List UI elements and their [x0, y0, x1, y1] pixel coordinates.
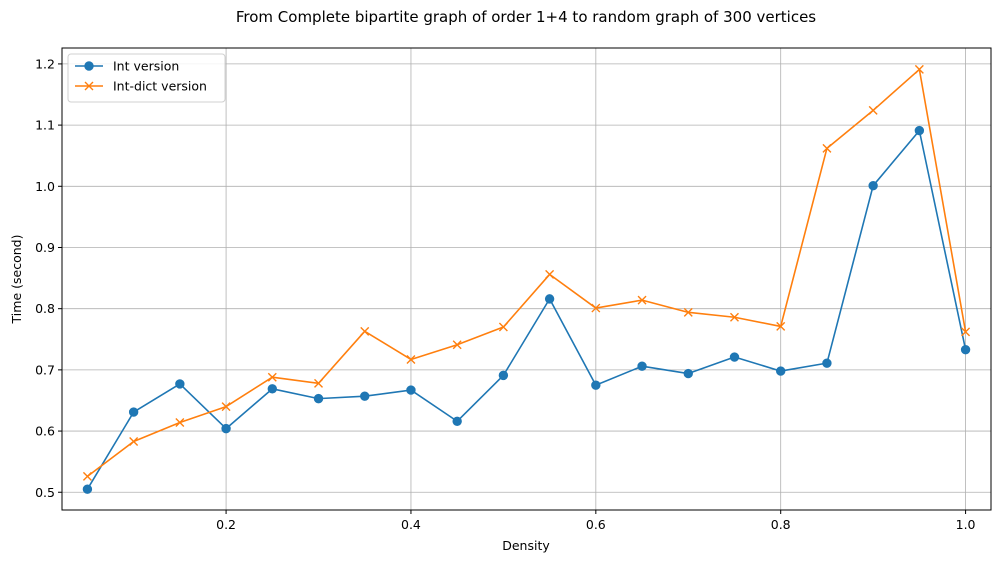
- data-point-int-dict-version: [961, 327, 971, 337]
- y-tick-label: 1.2: [35, 56, 55, 71]
- data-point-int-version: [360, 391, 370, 401]
- x-axis-label: Density: [502, 538, 550, 553]
- data-point-int-version: [822, 358, 832, 368]
- data-point-int-dict-version: [452, 340, 462, 350]
- plot-area-frame: [61, 47, 992, 511]
- data-point-int-dict-version: [314, 378, 324, 388]
- y-tick-label: 0.9: [35, 240, 55, 255]
- data-point-int-dict-version: [129, 436, 139, 446]
- x-tick-label: 0.6: [586, 517, 606, 532]
- chart-title: From Complete bipartite graph of order 1…: [236, 8, 816, 26]
- series-line-int-version: [86, 129, 967, 490]
- y-tick-label: 0.7: [35, 362, 55, 377]
- x-tick-label: 1.0: [956, 517, 976, 532]
- y-tick-label: 0.5: [35, 485, 55, 500]
- data-point-int-dict-version: [591, 303, 601, 313]
- data-point-int-version: [729, 352, 740, 362]
- data-point-int-dict-version: [776, 321, 786, 331]
- x-tick-label: 0.2: [216, 517, 236, 532]
- data-point-int-dict-version: [406, 354, 416, 364]
- y-tick-label: 1.0: [35, 179, 55, 194]
- data-point-int-dict-version: [637, 295, 647, 305]
- data-point-int-dict-version: [175, 418, 185, 427]
- data-point-int-version: [776, 366, 786, 376]
- legend: Int version Int-dict version: [67, 53, 226, 103]
- data-point-int-dict-version: [822, 143, 832, 153]
- data-point-int-dict-version: [267, 372, 277, 382]
- legend-label: Int version: [113, 59, 179, 74]
- legend-marker: [84, 81, 94, 91]
- data-point-int-version: [82, 484, 93, 494]
- data-point-int-dict-version: [360, 326, 370, 336]
- data-point-int-dict-version: [914, 64, 924, 74]
- y-tick-label: 0.8: [35, 301, 55, 316]
- data-point-int-version: [221, 423, 231, 434]
- legend-box: [67, 53, 226, 103]
- data-point-int-dict-version: [868, 105, 878, 115]
- data-point-int-version: [591, 380, 601, 390]
- data-point-int-version: [544, 294, 555, 304]
- grid-lines: [62, 48, 991, 510]
- data-point-int-version: [128, 407, 139, 417]
- data-point-int-version: [637, 361, 647, 371]
- data-point-int-version: [406, 385, 416, 395]
- data-point-int-version: [914, 125, 925, 136]
- data-point-int-dict-version: [498, 322, 508, 332]
- y-tick-label: 1.1: [35, 118, 55, 133]
- legend-label: Int-dict version: [113, 79, 207, 94]
- data-point-int-version: [498, 370, 509, 381]
- series-layer: [82, 64, 971, 494]
- data-point-int-version: [868, 180, 878, 191]
- x-tick-label: 0.8: [771, 517, 791, 532]
- series-line-int-dict-version: [86, 68, 967, 477]
- y-tick-label: 0.6: [35, 424, 55, 439]
- legend-item-int-version: Int version: [75, 59, 179, 74]
- data-point-int-dict-version: [683, 307, 693, 317]
- series-int-version: [82, 125, 971, 494]
- data-point-int-version: [683, 368, 693, 379]
- data-point-int-version: [452, 416, 462, 426]
- data-point-int-version: [960, 344, 971, 355]
- legend-item-int-dict-version: Int-dict version: [75, 79, 207, 94]
- data-point-int-dict-version: [729, 312, 739, 322]
- data-point-int-dict-version: [221, 402, 231, 412]
- y-axis-label: Time (second): [9, 235, 24, 325]
- legend-marker: [84, 61, 94, 71]
- data-point-int-version: [313, 393, 324, 404]
- data-point-int-dict-version: [82, 471, 92, 481]
- y-axis: 0.5 0.6 0.7 0.8 0.9 1.0 1.1 1.2: [35, 56, 62, 500]
- series-int-dict-version: [82, 64, 971, 481]
- data-point-int-version: [175, 379, 185, 389]
- data-point-int-version: [267, 384, 277, 394]
- x-tick-label: 0.4: [401, 517, 421, 532]
- data-point-int-dict-version: [545, 269, 555, 279]
- x-axis: 0.2 0.4 0.6 0.8 1.0: [216, 510, 976, 532]
